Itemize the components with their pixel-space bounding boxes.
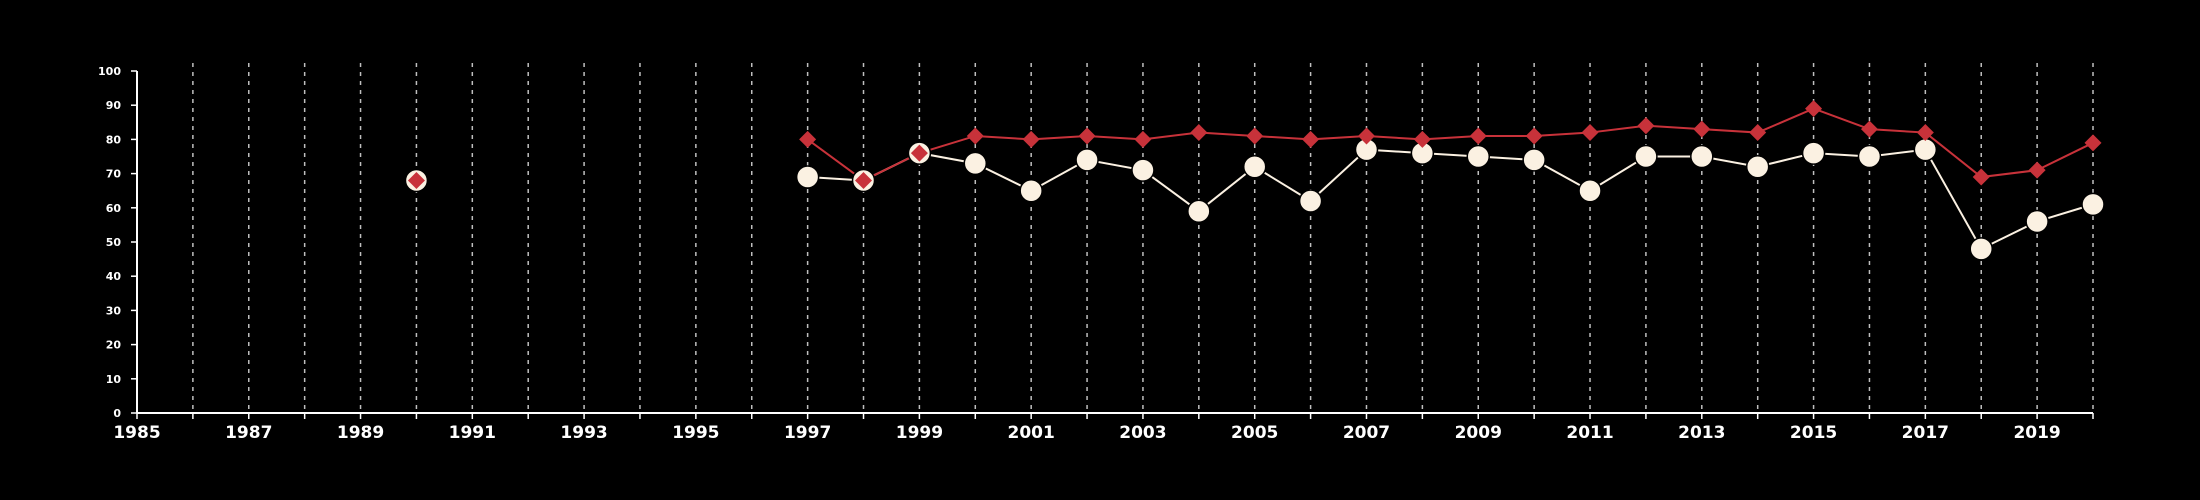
x-tick-label: 1985	[113, 423, 160, 443]
circle-marker	[2081, 192, 2105, 217]
diamond-marker	[2084, 134, 2102, 152]
diamond-marker	[1916, 124, 1934, 142]
x-tick-label: 1995	[672, 423, 719, 443]
circle-marker	[2025, 209, 2049, 234]
axes	[136, 71, 2093, 414]
diamond-marker	[2028, 161, 2046, 179]
diamond-marker	[1972, 168, 1990, 186]
x-tick-label: 2017	[1902, 423, 1949, 443]
y-tick-label: 30	[106, 304, 122, 317]
y-tick-label: 10	[106, 373, 122, 386]
x-tick-label: 2003	[1119, 423, 1166, 443]
circle-marker	[1075, 148, 1099, 172]
circle-marker	[1969, 237, 1993, 261]
y-tick-label: 40	[106, 270, 122, 283]
diamond-marker	[1413, 130, 1431, 148]
y-tick-label: 90	[106, 99, 122, 112]
circle-marker	[1801, 141, 1826, 165]
circle-marker	[1019, 178, 1043, 203]
diamond-marker	[1805, 100, 1823, 118]
circle-marker	[1745, 155, 1770, 179]
y-tick-label: 50	[106, 236, 122, 249]
x-tick-label: 2013	[1678, 423, 1725, 443]
x-tick-label: 2007	[1343, 423, 1390, 443]
y-tick-label: 80	[106, 133, 122, 146]
diamond-marker	[1022, 130, 1040, 148]
diamond-marker	[1860, 120, 1878, 138]
diamond-marker	[910, 144, 928, 162]
x-tick-label: 2019	[2013, 423, 2060, 443]
circle-marker	[963, 151, 988, 176]
diamond-marker	[966, 127, 984, 145]
x-tick-label: 2011	[1566, 423, 1613, 443]
y-tick-label: 70	[106, 168, 122, 181]
x-tick-label: 1987	[225, 423, 272, 443]
circle-marker	[1690, 144, 1714, 169]
diamond-marker	[1190, 124, 1208, 142]
x-tick-label: 2009	[1455, 423, 1502, 443]
diamond-marker	[1581, 124, 1599, 142]
circle-marker	[1187, 199, 1211, 223]
circle-marker	[795, 165, 820, 189]
diamond-marker	[855, 171, 873, 189]
circle-marker	[1913, 137, 1938, 162]
circle-marker	[1522, 148, 1546, 172]
circle-marker	[1242, 155, 1267, 179]
circle-marker	[1634, 144, 1658, 169]
circle-marker	[1131, 158, 1155, 182]
y-tick-label: 20	[106, 339, 122, 352]
diamond-marker	[407, 171, 425, 189]
x-tick-label: 1997	[784, 423, 831, 443]
series-line-diamond	[807, 107, 2094, 182]
x-tick-label: 1991	[449, 423, 496, 443]
diamond-marker	[1637, 117, 1655, 135]
diamond-marker	[799, 130, 817, 148]
diamond-marker	[1525, 127, 1543, 145]
x-tick-label: 1989	[337, 423, 384, 443]
x-tick-label: 2005	[1231, 423, 1278, 443]
x-tick-label: 1999	[896, 423, 943, 443]
diamond-marker	[1693, 120, 1711, 138]
x-tick-label: 2001	[1008, 423, 1055, 443]
series	[404, 100, 2105, 261]
y-tick-label: 0	[113, 407, 121, 420]
y-tick-label: 100	[98, 65, 121, 78]
circle-marker	[1578, 178, 1602, 203]
circle-marker	[1466, 144, 1491, 169]
diamond-marker	[1078, 127, 1096, 145]
diamond-marker	[1357, 127, 1375, 145]
diamond-marker	[1134, 130, 1152, 148]
y-tick-label: 60	[106, 202, 122, 215]
vertical-grid	[192, 63, 2094, 413]
ticks: 1985 1987 1989 1991 1993 1995 1997 1999 2001 2003…	[98, 65, 2094, 443]
diamond-marker	[1469, 127, 1487, 145]
diamond-marker	[1302, 130, 1320, 148]
x-tick-label: 2015	[1790, 423, 1837, 443]
circle-marker	[1857, 144, 1882, 169]
circle-marker	[1298, 189, 1323, 213]
x-tick-label: 1993	[560, 423, 607, 443]
series-line-circle	[807, 148, 2094, 251]
diamond-marker	[1749, 124, 1767, 142]
diamond-marker	[1246, 127, 1264, 145]
